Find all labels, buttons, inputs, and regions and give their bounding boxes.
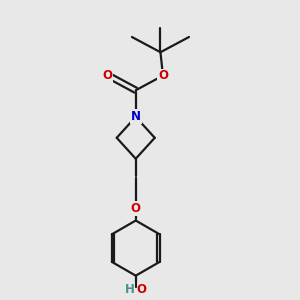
Text: O: O [137,284,147,296]
Text: O: O [102,70,112,83]
Text: O: O [131,202,141,215]
Text: N: N [131,110,141,123]
Text: O: O [158,70,168,83]
Text: H: H [125,284,135,296]
